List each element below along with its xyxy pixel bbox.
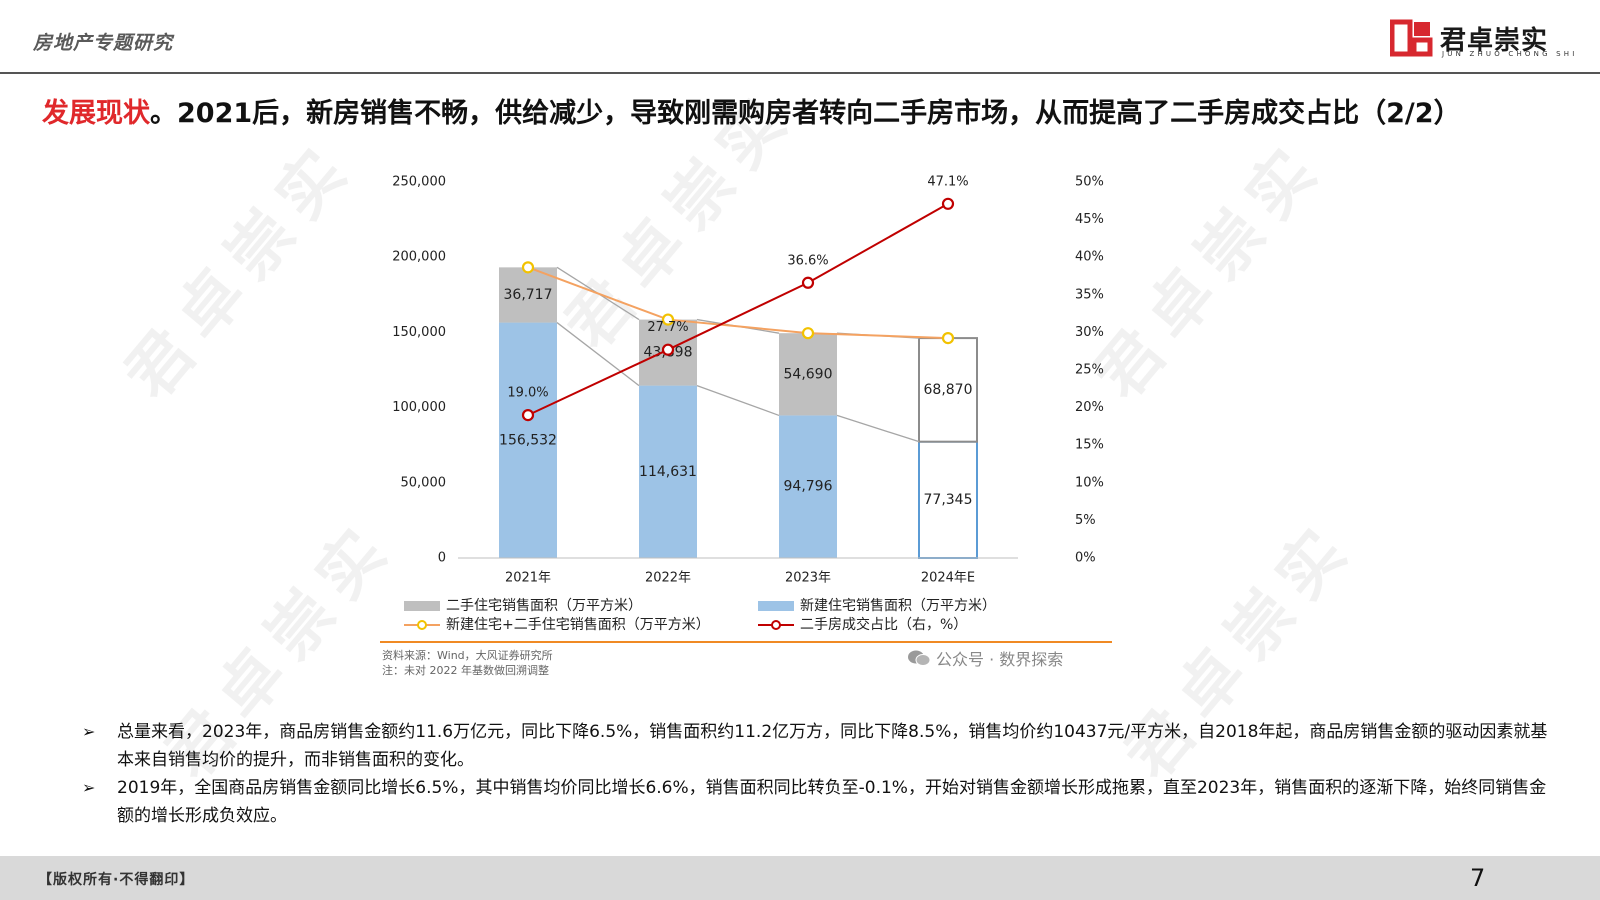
point-total-area xyxy=(661,313,675,326)
y-tick-label-right: 0% xyxy=(1075,551,1096,566)
y-tick-label-right: 20% xyxy=(1075,400,1104,415)
point-second-hand-share xyxy=(661,343,675,356)
bullet-list: ➢ 总量来看，2023年，商品房销售金额约11.6万亿元，同比下降6.5%，销售… xyxy=(82,718,1562,830)
bar-new-housing xyxy=(918,440,978,560)
header-divider xyxy=(0,72,1600,74)
bar-value-label-new: 114,631 xyxy=(639,464,697,480)
point-second-hand-share xyxy=(941,197,955,210)
legend-label: 新建住宅销售面积（万平方米） xyxy=(800,598,996,614)
page-footer: 【版权所有·不得翻印】 7 xyxy=(0,856,1600,900)
y-tick-label-left: 250,000 xyxy=(392,175,446,190)
wechat-label: 公众号 · 数界探索 xyxy=(936,650,1064,669)
bullet-arrow-icon: ➢ xyxy=(82,778,96,797)
y-tick-label-left: 200,000 xyxy=(392,250,446,265)
bar-value-label-second: 68,870 xyxy=(924,382,973,398)
y-tick-label-left: 50,000 xyxy=(401,475,447,490)
y-tick-label-right: 45% xyxy=(1075,212,1104,227)
wechat-icon xyxy=(907,649,931,667)
title-text: 。2021后，新房销售不畅，供给减少，导致刚需购房者转向二手房市场，从而提高了二… xyxy=(150,98,1461,129)
footnote: 注：未对 2022 年基数做回溯调整 xyxy=(382,664,549,677)
connector-total xyxy=(696,318,780,334)
legend-marker xyxy=(771,620,781,630)
company-logo: 君卓崇实 JUN ZHUO CHONG SHI xyxy=(1390,18,1574,62)
bullet-text: 2019年，全国商品房销售金额同比增长6.5%，其中销售均价同比增长6.6%，销… xyxy=(117,778,1547,826)
y-tick-label-right: 5% xyxy=(1075,513,1096,528)
y-tick-label-left: 100,000 xyxy=(392,400,446,415)
legend-marker xyxy=(417,620,427,630)
y-tick-label-right: 50% xyxy=(1075,175,1104,190)
point-total-area xyxy=(521,261,535,274)
point-total-area xyxy=(801,327,815,340)
page-number: 7 xyxy=(1470,864,1486,892)
y-tick-label-left: 0 xyxy=(438,551,446,566)
legend-label: 二手住宅销售面积（万平方米） xyxy=(446,598,642,614)
bullet-item: ➢ 2019年，全国商品房销售金额同比增长6.5%，其中销售均价同比增长6.6%… xyxy=(82,774,1562,830)
logo-text: 君卓崇实 xyxy=(1440,26,1549,56)
share-data-label: 36.6% xyxy=(787,253,828,268)
x-tick-label: 2021年 xyxy=(505,571,551,586)
bar-value-label-new: 94,796 xyxy=(784,479,833,495)
bar-value-label-new: 156,532 xyxy=(499,432,557,448)
bullet-item: ➢ 总量来看，2023年，商品房销售金额约11.6万亿元，同比下降6.5%，销售… xyxy=(82,718,1562,774)
bar-new-housing xyxy=(779,415,837,558)
page-header: 房地产专题研究 君卓崇实 JUN ZHUO CHONG SHI xyxy=(0,0,1600,74)
bar-value-label-second: 43,898 xyxy=(644,345,693,361)
legend-swatch xyxy=(404,601,440,611)
bar-second-hand xyxy=(918,337,978,443)
bar-new-housing xyxy=(639,385,697,558)
share-data-label: 27.7% xyxy=(647,320,688,335)
legend-label: 新建住宅+二手住宅销售面积（万平方米） xyxy=(446,617,710,633)
copyright-notice: 【版权所有·不得翻印】 xyxy=(38,872,195,888)
x-tick-label: 2022年 xyxy=(645,571,691,586)
logo-subtext: JUN ZHUO CHONG SHI xyxy=(1442,50,1578,58)
connector-new xyxy=(836,414,920,443)
chart-notes: 资料来源：Wind，大风证券研究所 注：未对 2022 年基数做回溯调整 xyxy=(382,648,553,678)
watermark: 君卓崇实 xyxy=(1081,126,1340,414)
logo-icon xyxy=(1390,19,1433,57)
wechat-tag: 公众号 · 数界探索 xyxy=(907,646,1063,670)
y-tick-label-right: 35% xyxy=(1075,287,1104,302)
legend-label: 二手房成交占比（右，%） xyxy=(800,616,967,633)
source-note: 资料来源：Wind，大风证券研究所 xyxy=(382,649,553,662)
y-tick-label-left: 150,000 xyxy=(392,325,446,340)
share-data-label: 19.0% xyxy=(507,386,548,401)
bar-new-housing xyxy=(499,322,557,558)
bullet-arrow-icon: ➢ xyxy=(82,722,96,741)
x-tick-label: 2024年E xyxy=(921,571,975,586)
header-title: 房地产专题研究 xyxy=(33,32,174,54)
bar-second-hand xyxy=(779,333,837,416)
point-total-area xyxy=(941,331,955,345)
point-second-hand-share xyxy=(521,409,535,422)
slide-title: 发展现状。2021后，新房销售不畅，供给减少，导致刚需购房者转向二手房市场，从而… xyxy=(42,95,1572,133)
bar-second-hand xyxy=(639,319,697,386)
bullet-text: 总量来看，2023年，商品房销售金额约11.6万亿元，同比下降6.5%，销售面积… xyxy=(117,722,1548,770)
title-highlight: 发展现状 xyxy=(42,98,150,129)
watermark: 君卓崇实 xyxy=(111,126,370,414)
connector-new xyxy=(696,384,780,417)
y-tick-label-right: 15% xyxy=(1075,438,1104,453)
connector-total xyxy=(836,332,920,339)
legend-swatch xyxy=(758,601,794,611)
share-data-label: 47.1% xyxy=(927,174,968,189)
bar-value-label-new: 77,345 xyxy=(924,492,973,508)
x-tick-label: 2023年 xyxy=(785,571,831,586)
y-tick-label-right: 10% xyxy=(1075,475,1104,490)
bar-value-label-second: 54,690 xyxy=(784,366,833,382)
point-second-hand-share xyxy=(801,276,815,289)
y-tick-label-right: 40% xyxy=(1075,250,1104,265)
